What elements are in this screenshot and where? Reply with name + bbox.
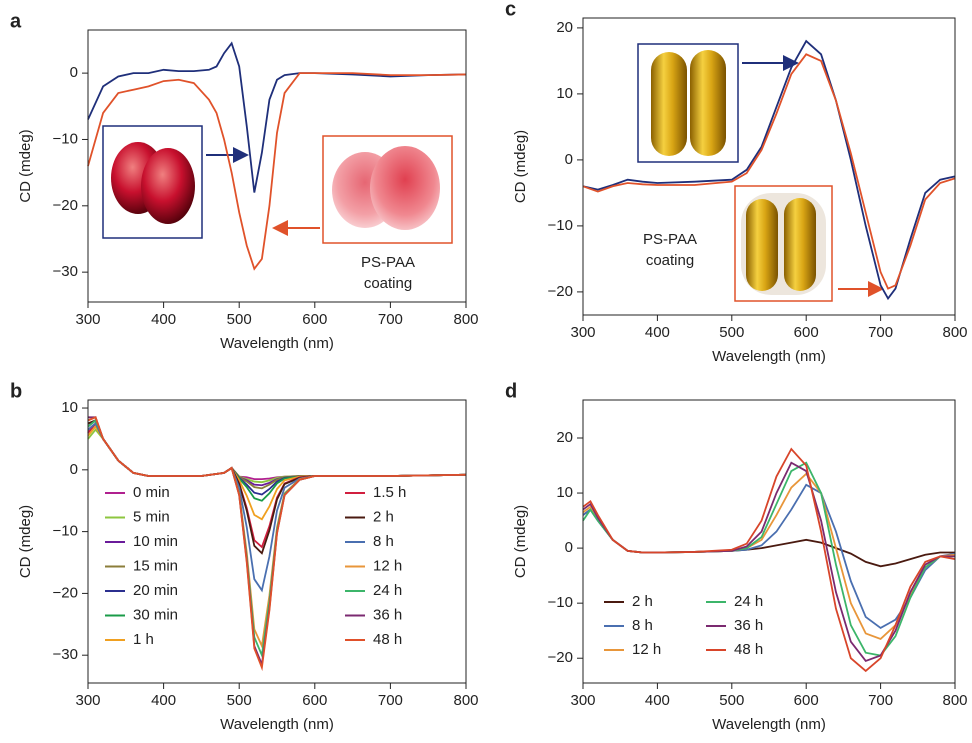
- x-tick-label: 600: [794, 692, 819, 709]
- x-tick-label: 300: [75, 311, 100, 328]
- y-tick-label: −30: [53, 646, 78, 663]
- panel-label: d: [505, 380, 517, 402]
- legend-label: 48 h: [373, 631, 402, 648]
- x-tick-label: 800: [453, 692, 478, 709]
- x-tick-label: 600: [302, 692, 327, 709]
- x-tick-label: 500: [719, 692, 744, 709]
- legend-label: 2 h: [373, 508, 394, 525]
- legend-label: 24 h: [734, 593, 763, 610]
- y-tick-label: 0: [70, 461, 78, 478]
- plot-frame: [582, 399, 956, 684]
- y-axis-label: CD (mdeg): [17, 129, 34, 202]
- y-tick-label: 20: [556, 429, 573, 446]
- particle: [784, 198, 816, 291]
- x-tick-label: 400: [645, 324, 670, 341]
- plot-frame: [87, 29, 467, 303]
- x-tick-label: 700: [378, 311, 403, 328]
- x-tick-label: 700: [378, 692, 403, 709]
- y-tick-label: −20: [53, 584, 78, 601]
- legend-label: 24 h: [373, 582, 402, 599]
- panel-label: a: [10, 10, 22, 32]
- legend-label: 48 h: [734, 641, 763, 658]
- y-tick-label: −10: [548, 217, 573, 234]
- legend-label: 20 min: [133, 582, 178, 599]
- legend-label: 12 h: [632, 641, 661, 658]
- annotation: coating: [646, 252, 694, 269]
- x-tick-label: 300: [570, 324, 595, 341]
- y-tick-label: 0: [565, 539, 573, 556]
- x-tick-label: 300: [75, 692, 100, 709]
- legend-label: 2 h: [632, 593, 653, 610]
- x-tick-label: 800: [942, 324, 967, 341]
- particle: [690, 50, 726, 156]
- y-tick-label: 10: [556, 85, 573, 102]
- x-tick-label: 300: [570, 692, 595, 709]
- x-tick-label: 800: [942, 692, 967, 709]
- particle: [746, 199, 778, 291]
- series-line: [87, 72, 467, 271]
- y-tick-label: −20: [548, 649, 573, 666]
- legend-label: 10 min: [133, 533, 178, 550]
- series-line: [582, 53, 956, 290]
- legend-label: 8 h: [632, 617, 653, 634]
- x-axis-label: Wavelength (nm): [220, 335, 334, 352]
- y-tick-label: −10: [53, 130, 78, 147]
- inset-decorations: [102, 43, 884, 302]
- legend-label: 30 min: [133, 606, 178, 623]
- series-line: [87, 422, 467, 480]
- x-tick-label: 700: [868, 324, 893, 341]
- series-line: [87, 416, 467, 672]
- legend-label: 5 min: [133, 508, 170, 525]
- legend-label: 0 min: [133, 484, 170, 501]
- y-tick-label: 20: [556, 19, 573, 36]
- x-tick-label: 500: [227, 311, 252, 328]
- x-tick-label: 400: [645, 692, 670, 709]
- x-tick-label: 600: [302, 311, 327, 328]
- y-tick-label: 0: [70, 64, 78, 81]
- x-axis-label: Wavelength (nm): [712, 716, 826, 733]
- x-tick-label: 800: [453, 311, 478, 328]
- y-tick-label: −10: [53, 523, 78, 540]
- legend-label: 12 h: [373, 557, 402, 574]
- x-tick-label: 500: [719, 324, 744, 341]
- panel-label: c: [505, 0, 516, 20]
- particle: [370, 146, 440, 230]
- x-tick-label: 400: [151, 692, 176, 709]
- legend-label: 36 h: [373, 606, 402, 623]
- series-line: [87, 425, 467, 521]
- x-axis-label: Wavelength (nm): [220, 716, 334, 733]
- plot-frame: [582, 17, 956, 316]
- x-tick-label: 400: [151, 311, 176, 328]
- y-tick-label: −30: [53, 263, 78, 280]
- legend-label: 8 h: [373, 533, 394, 550]
- y-tick-label: 0: [565, 151, 573, 168]
- annotation: coating: [364, 275, 412, 292]
- y-axis-label: CD (mdeg): [512, 130, 529, 203]
- y-tick-label: −20: [53, 197, 78, 214]
- plot-frame: [87, 399, 467, 684]
- legend-label: 1.5 h: [373, 484, 406, 501]
- x-tick-label: 500: [227, 692, 252, 709]
- series-line: [582, 447, 956, 673]
- legend-label: 1 h: [133, 631, 154, 648]
- annotation: PS-PAA: [643, 231, 697, 248]
- panel-label: b: [10, 380, 22, 402]
- y-tick-label: −10: [548, 594, 573, 611]
- x-axis-label: Wavelength (nm): [712, 348, 826, 365]
- particle: [141, 148, 195, 224]
- y-axis-label: CD (mdeg): [17, 505, 34, 578]
- annotation: PS-PAA: [361, 254, 415, 271]
- y-tick-label: −20: [548, 283, 573, 300]
- legend-label: 15 min: [133, 557, 178, 574]
- legend-label: 36 h: [734, 617, 763, 634]
- y-tick-label: 10: [556, 484, 573, 501]
- particle: [651, 52, 687, 156]
- x-tick-label: 700: [868, 692, 893, 709]
- y-tick-label: 10: [61, 399, 78, 416]
- series-line: [87, 428, 467, 484]
- y-axis-label: CD (mdeg): [512, 505, 529, 578]
- x-tick-label: 600: [794, 324, 819, 341]
